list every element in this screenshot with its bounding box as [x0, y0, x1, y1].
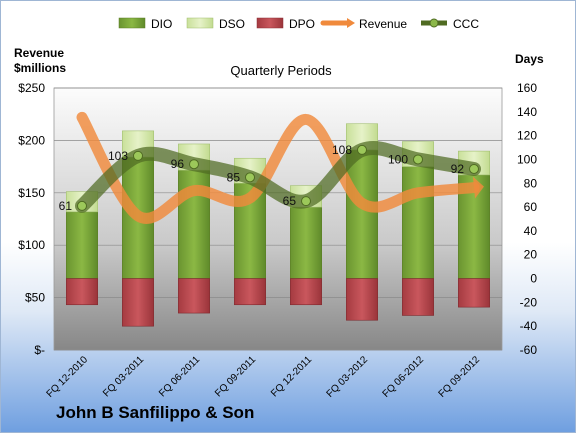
left-tick-label: $100	[18, 238, 45, 252]
left-tick-label: $200	[18, 133, 45, 147]
ccc-data-label: 108	[332, 143, 352, 157]
dpo-bar	[458, 278, 490, 308]
x-tick-label: FQ 03-2011	[101, 354, 146, 399]
dpo-bar	[122, 278, 154, 327]
ccc-point	[245, 172, 255, 183]
dpo-bar	[346, 278, 378, 321]
ccc-point	[357, 144, 367, 155]
right-tick-label: 140	[517, 105, 537, 119]
right-tick-label: 80	[524, 176, 538, 190]
left-axis-title-line2: $millions	[14, 61, 66, 75]
ccc-data-label: 92	[451, 162, 465, 176]
legend-label-dio: DIO	[151, 17, 172, 31]
right-axis-title: Days	[515, 52, 544, 66]
ccc-point	[133, 150, 143, 161]
x-tick-label: FQ 12-2010	[45, 354, 91, 400]
dio-bar	[290, 206, 322, 279]
ccc-data-label: 100	[388, 152, 408, 166]
company-name: John B Sanfilippo & Son	[56, 403, 254, 422]
right-tick-label: 40	[524, 224, 538, 238]
dpo-bar	[402, 278, 434, 316]
x-tick-label: FQ 06-2012	[381, 354, 427, 400]
ccc-data-label: 85	[227, 170, 241, 184]
right-tick-label: 160	[517, 81, 537, 95]
dpo-bar	[234, 278, 266, 306]
legend: DIO DSO DPO Revenue CCC	[118, 17, 479, 31]
legend-label-dpo: DPO	[289, 17, 315, 31]
left-tick-label: $50	[25, 291, 45, 305]
legend-swatch-dio	[118, 17, 146, 29]
x-tick-label: FQ 03-2012	[325, 354, 371, 400]
legend-label-revenue: Revenue	[359, 17, 407, 31]
dpo-bar	[66, 278, 98, 306]
dpo-bar	[178, 278, 210, 314]
left-axis: $- $50 $100 $150 $200 $250	[18, 81, 45, 357]
right-tick-label: 120	[517, 129, 537, 143]
ccc-data-label: 61	[59, 199, 73, 213]
x-axis: FQ 12-2010 FQ 03-2011 FQ 06-2011 FQ 09-2011…	[45, 354, 483, 400]
legend-swatch-dpo	[256, 17, 284, 29]
x-tick-label: FQ 06-2011	[157, 354, 202, 399]
legend-label-dso: DSO	[219, 17, 245, 31]
chart-title: Quarterly Periods	[230, 63, 332, 78]
left-axis-title-line1: Revenue	[14, 46, 64, 60]
ccc-data-label: 96	[171, 157, 185, 171]
right-tick-label: 60	[524, 200, 538, 214]
right-axis: -60 -40 -20 0 20 40 60 80 100 120 140 160	[517, 81, 537, 357]
dio-bar	[66, 211, 98, 279]
right-tick-label: -20	[520, 295, 538, 309]
legend-ccc-marker-icon	[429, 18, 439, 28]
right-tick-label: 100	[517, 152, 537, 166]
plot-area	[53, 87, 503, 351]
ccc-point	[77, 200, 87, 211]
x-tick-label: FQ 12-2011	[269, 354, 314, 399]
left-tick-label: $150	[18, 186, 45, 200]
ccc-data-label: 65	[283, 194, 297, 208]
dio-bar	[402, 166, 434, 279]
legend-label-ccc: CCC	[453, 17, 479, 31]
right-tick-label: 0	[530, 272, 537, 286]
ccc-data-label: 103	[108, 149, 128, 163]
right-tick-label: -60	[520, 343, 538, 357]
revenue-line	[76, 111, 480, 224]
ccc-point	[469, 163, 479, 174]
dio-bar	[346, 149, 378, 279]
legend-revenue-arrow-icon	[347, 18, 355, 28]
ccc-point	[301, 196, 311, 207]
left-tick-label: $-	[34, 343, 45, 357]
legend-swatch-dso	[186, 17, 214, 29]
revenue-series	[76, 111, 484, 224]
right-tick-label: -40	[520, 319, 538, 333]
right-tick-label: 20	[524, 248, 538, 262]
left-tick-label: $250	[18, 81, 45, 95]
x-tick-label: FQ 09-2011	[213, 354, 258, 399]
x-tick-label: FQ 09-2012	[437, 354, 483, 400]
dpo-bar	[290, 278, 322, 306]
revenue-arrowhead-icon	[472, 176, 484, 199]
ccc-point	[413, 154, 423, 165]
ccc-series: 61 103 96 85 65 108 100 92	[59, 141, 481, 213]
ccc-point	[189, 159, 199, 170]
